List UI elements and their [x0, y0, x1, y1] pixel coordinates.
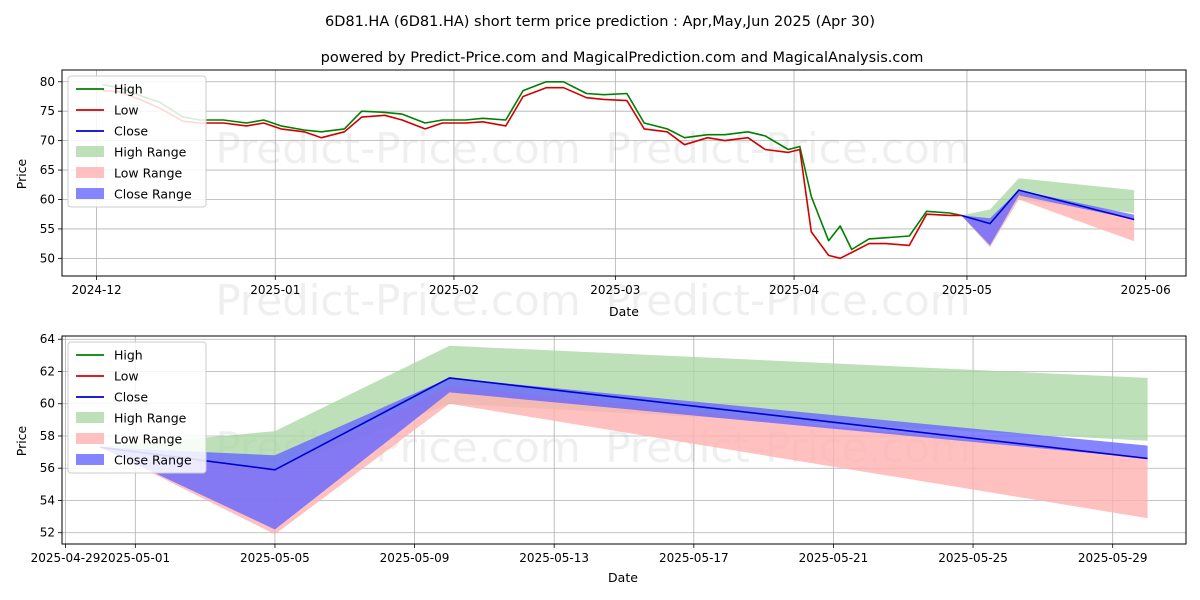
x-tick-label: 2025-05-05	[240, 551, 310, 565]
legend-label: High	[114, 348, 143, 363]
overview-panel: Predict-Price.com Predict-Price.com Pred…	[14, 69, 1187, 325]
chart-subtitle: powered by Predict-Price.com and Magical…	[321, 50, 924, 66]
x-tick-label: 2025-05-25	[938, 551, 1008, 565]
x-axis-label-top: Date	[609, 304, 639, 319]
y-axis-label-bottom: Price	[14, 425, 29, 456]
x-tick-label: 2025-03	[590, 283, 640, 297]
plot-frame-bottom	[61, 335, 1187, 545]
legend-bottom: High Low Close High Range Low Range Close Ran…	[67, 341, 207, 474]
y-tick-label: 58	[40, 429, 55, 443]
x-tick-label: 2025-04	[769, 283, 819, 297]
y-tick-label: 56	[40, 461, 55, 475]
legend-label: High Range	[114, 145, 187, 160]
legend-label: Close Range	[114, 453, 192, 468]
legend-swatch	[76, 188, 104, 199]
legend-swatch	[76, 412, 104, 423]
legend-top: High Low Close High Range Low Range Close Ran…	[67, 75, 207, 208]
x-tick-label: 2025-04-29	[31, 551, 101, 565]
x-tick-label: 2025-02	[429, 283, 479, 297]
y-tick-label: 60	[40, 397, 55, 411]
series-lines-top	[102, 81, 1135, 260]
y-tick-label: 54	[40, 493, 55, 507]
plot-frame-top	[61, 69, 1187, 277]
y-ticks-top: 50 55 60 65 70 75 80	[40, 75, 62, 265]
x-tick-label: 2025-05-13	[519, 551, 589, 565]
x-tick-label: 2025-01	[250, 283, 300, 297]
x-tick-label: 2025-05-21	[799, 551, 869, 565]
legend-label: Close	[114, 124, 148, 139]
y-tick-label: 65	[40, 163, 55, 177]
legend-swatch	[76, 454, 104, 465]
legend-label: Close	[114, 390, 148, 405]
legend-label: High Range	[114, 411, 187, 426]
y-tick-label: 75	[40, 104, 55, 118]
x-tick-label: 2025-05-29	[1078, 551, 1148, 565]
low-line	[102, 86, 962, 260]
x-axis-label-bottom: Date	[608, 570, 638, 585]
watermark-text: Predict-Price.com	[605, 276, 970, 325]
y-axis-label-top: Price	[14, 158, 29, 189]
y-tick-label: 50	[40, 251, 55, 265]
x-tick-label: 2025-05-17	[659, 551, 729, 565]
y-tick-label: 62	[40, 364, 55, 378]
close-range-band	[100, 377, 1148, 530]
x-tick-label: 2025-05	[942, 283, 992, 297]
x-tick-label: 2024-12	[72, 283, 122, 297]
legend-label: Low Range	[114, 166, 183, 181]
legend-label: Low Range	[114, 432, 183, 447]
y-tick-label: 52	[40, 526, 55, 540]
watermark-text: Predict-Price.com	[215, 276, 580, 325]
legend-label: Low	[114, 103, 139, 118]
watermark-text: Predict-Price.com	[215, 124, 580, 173]
x-ticks-top: 2024-12 2025-01 2025-02 2025-03 2025-04 2025-…	[72, 276, 1171, 297]
high-line	[102, 81, 962, 251]
legend-swatch	[76, 167, 104, 178]
zoom-panel: Predict-Price.com Predict-Price.com 2025…	[14, 332, 1187, 585]
y-tick-label: 80	[40, 75, 55, 89]
legend-swatch	[76, 146, 104, 157]
close-forecast-line	[960, 189, 1135, 225]
x-tick-label: 2025-06	[1121, 283, 1171, 297]
legend-label: Close Range	[114, 187, 192, 202]
y-ticks-bottom: 52 54 56 58 60 62 64	[40, 332, 62, 540]
chart-title: 6D81.HA (6D81.HA) short term price predi…	[325, 14, 875, 30]
x-ticks-bottom: 2025-04-29 2025-05-01 2025-05-05 2025-05-09…	[31, 544, 1148, 565]
range-fills-bottom	[100, 345, 1148, 535]
y-tick-label: 55	[40, 222, 55, 236]
y-tick-label: 64	[40, 332, 55, 346]
legend-swatch	[76, 433, 104, 444]
x-tick-label: 2025-05-01	[100, 551, 170, 565]
legend-label: Low	[114, 369, 139, 384]
y-tick-label: 70	[40, 134, 55, 148]
legend-label: High	[114, 82, 143, 97]
y-tick-label: 60	[40, 192, 55, 206]
x-tick-label: 2025-05-09	[380, 551, 450, 565]
